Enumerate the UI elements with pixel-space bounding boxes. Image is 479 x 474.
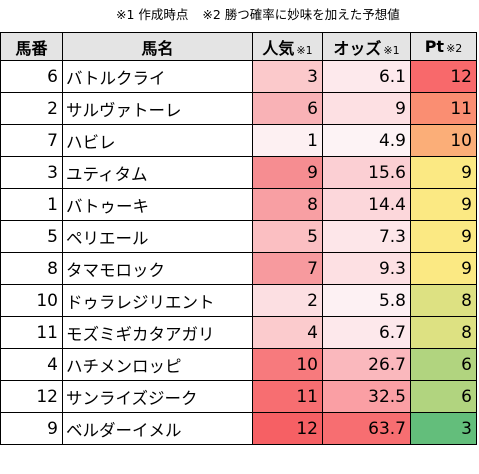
table-row[interactable]: 4 ハチメンロッピ 10 26.7 6 [0, 348, 477, 381]
cell-odds: 7.3 [322, 220, 411, 253]
cell-pt: 11 [410, 92, 477, 125]
cell-name: バトルクライ [62, 60, 253, 93]
cell-pt: 10 [410, 124, 477, 157]
cell-name: ユティタム [62, 156, 253, 189]
table-row[interactable]: 5 ペリエール 5 7.3 9 [0, 220, 477, 253]
cell-popularity: 4 [252, 316, 323, 349]
table-row[interactable]: 12 サンライズジーク 11 32.5 6 [0, 380, 477, 413]
header-odds-note: ※1 [383, 43, 400, 57]
cell-name: サルヴァトーレ [62, 92, 253, 125]
cell-name: モズミギカタアガリ [62, 316, 253, 349]
cell-popularity: 5 [252, 220, 323, 253]
cell-odds: 32.5 [322, 380, 411, 413]
cell-no: 8 [0, 252, 63, 285]
header-no[interactable]: 馬番 [0, 32, 63, 61]
header-no-label: 馬番 [15, 38, 48, 58]
cell-popularity: 8 [252, 188, 323, 221]
cell-popularity: 1 [252, 124, 323, 157]
cell-pt: 8 [410, 284, 477, 317]
cell-popularity: 6 [252, 92, 323, 125]
header-row: 馬番 馬名 人気 ※1 オッズ ※1 Pt ※2 [0, 32, 477, 61]
table-row[interactable]: 10 ドゥラレジリエント 2 5.8 8 [0, 284, 477, 317]
note-2: ※2 勝つ確率に妙味を加えた予想値 [202, 7, 400, 22]
cell-no: 9 [0, 412, 63, 445]
cell-pt: 9 [410, 252, 477, 285]
header-popularity-label: 人気 [262, 38, 295, 58]
cell-odds: 5.8 [322, 284, 411, 317]
cell-name: ハビレ [62, 124, 253, 157]
cell-no: 12 [0, 380, 63, 413]
cell-no: 4 [0, 348, 63, 381]
table-row[interactable]: 1 バトゥーキ 8 14.4 9 [0, 188, 477, 221]
table-row[interactable]: 11 モズミギカタアガリ 4 6.7 8 [0, 316, 477, 349]
cell-pt: 3 [410, 412, 477, 445]
cell-name: タマモロック [62, 252, 253, 285]
cell-odds: 9 [322, 92, 411, 125]
cell-odds: 9.3 [322, 252, 411, 285]
cell-name: サンライズジーク [62, 380, 253, 413]
note-1: ※1 作成時点 [116, 7, 189, 22]
cell-no: 6 [0, 60, 63, 93]
cell-pt: 9 [410, 188, 477, 221]
cell-pt: 6 [410, 348, 477, 381]
cell-odds: 6.1 [322, 60, 411, 93]
cell-name: ハチメンロッピ [62, 348, 253, 381]
header-odds-label: オッズ [333, 38, 382, 58]
cell-pt: 6 [410, 380, 477, 413]
cell-popularity: 7 [252, 252, 323, 285]
cell-odds: 14.4 [322, 188, 411, 221]
cell-odds: 15.6 [322, 156, 411, 189]
cell-pt: 8 [410, 316, 477, 349]
cell-popularity: 2 [252, 284, 323, 317]
cell-popularity: 12 [252, 412, 323, 445]
header-name[interactable]: 馬名 [62, 32, 253, 61]
header-pt-note: ※2 [446, 42, 463, 55]
header-name-label: 馬名 [141, 38, 174, 58]
footnotes: ※1 作成時点 ※2 勝つ確率に妙味を加えた予想値 [116, 4, 400, 23]
cell-odds: 63.7 [322, 412, 411, 445]
cell-odds: 26.7 [322, 348, 411, 381]
cell-pt: 12 [410, 60, 477, 93]
cell-name: バトゥーキ [62, 188, 253, 221]
header-odds[interactable]: オッズ ※1 [322, 32, 411, 61]
cell-no: 1 [0, 188, 63, 221]
header-pt-label: Pt [424, 37, 445, 56]
cell-no: 3 [0, 156, 63, 189]
cell-popularity: 9 [252, 156, 323, 189]
table-row[interactable]: 8 タマモロック 7 9.3 9 [0, 252, 477, 285]
header-popularity-note: ※1 [296, 43, 313, 57]
cell-popularity: 3 [252, 60, 323, 93]
table-row[interactable]: 3 ユティタム 9 15.6 9 [0, 156, 477, 189]
cell-odds: 4.9 [322, 124, 411, 157]
cell-popularity: 10 [252, 348, 323, 381]
cell-no: 7 [0, 124, 63, 157]
header-popularity[interactable]: 人気 ※1 [252, 32, 323, 61]
table-row[interactable]: 9 ベルダーイメル 12 63.7 3 [0, 412, 477, 445]
table-row[interactable]: 7 ハビレ 1 4.9 10 [0, 124, 477, 157]
table-row[interactable]: 2 サルヴァトーレ 6 9 11 [0, 92, 477, 125]
cell-no: 2 [0, 92, 63, 125]
cell-name: ベルダーイメル [62, 412, 253, 445]
odds-table: 馬番 馬名 人気 ※1 オッズ ※1 Pt ※2 6 バトルクライ 3 6.1 12 2 サルヴァ… [0, 32, 477, 445]
cell-no: 10 [0, 284, 63, 317]
cell-name: ペリエール [62, 220, 253, 253]
cell-pt: 9 [410, 220, 477, 253]
header-pt[interactable]: Pt ※2 [410, 32, 477, 61]
cell-odds: 6.7 [322, 316, 411, 349]
cell-name: ドゥラレジリエント [62, 284, 253, 317]
cell-no: 5 [0, 220, 63, 253]
cell-popularity: 11 [252, 380, 323, 413]
table-row[interactable]: 6 バトルクライ 3 6.1 12 [0, 60, 477, 93]
cell-pt: 9 [410, 156, 477, 189]
cell-no: 11 [0, 316, 63, 349]
